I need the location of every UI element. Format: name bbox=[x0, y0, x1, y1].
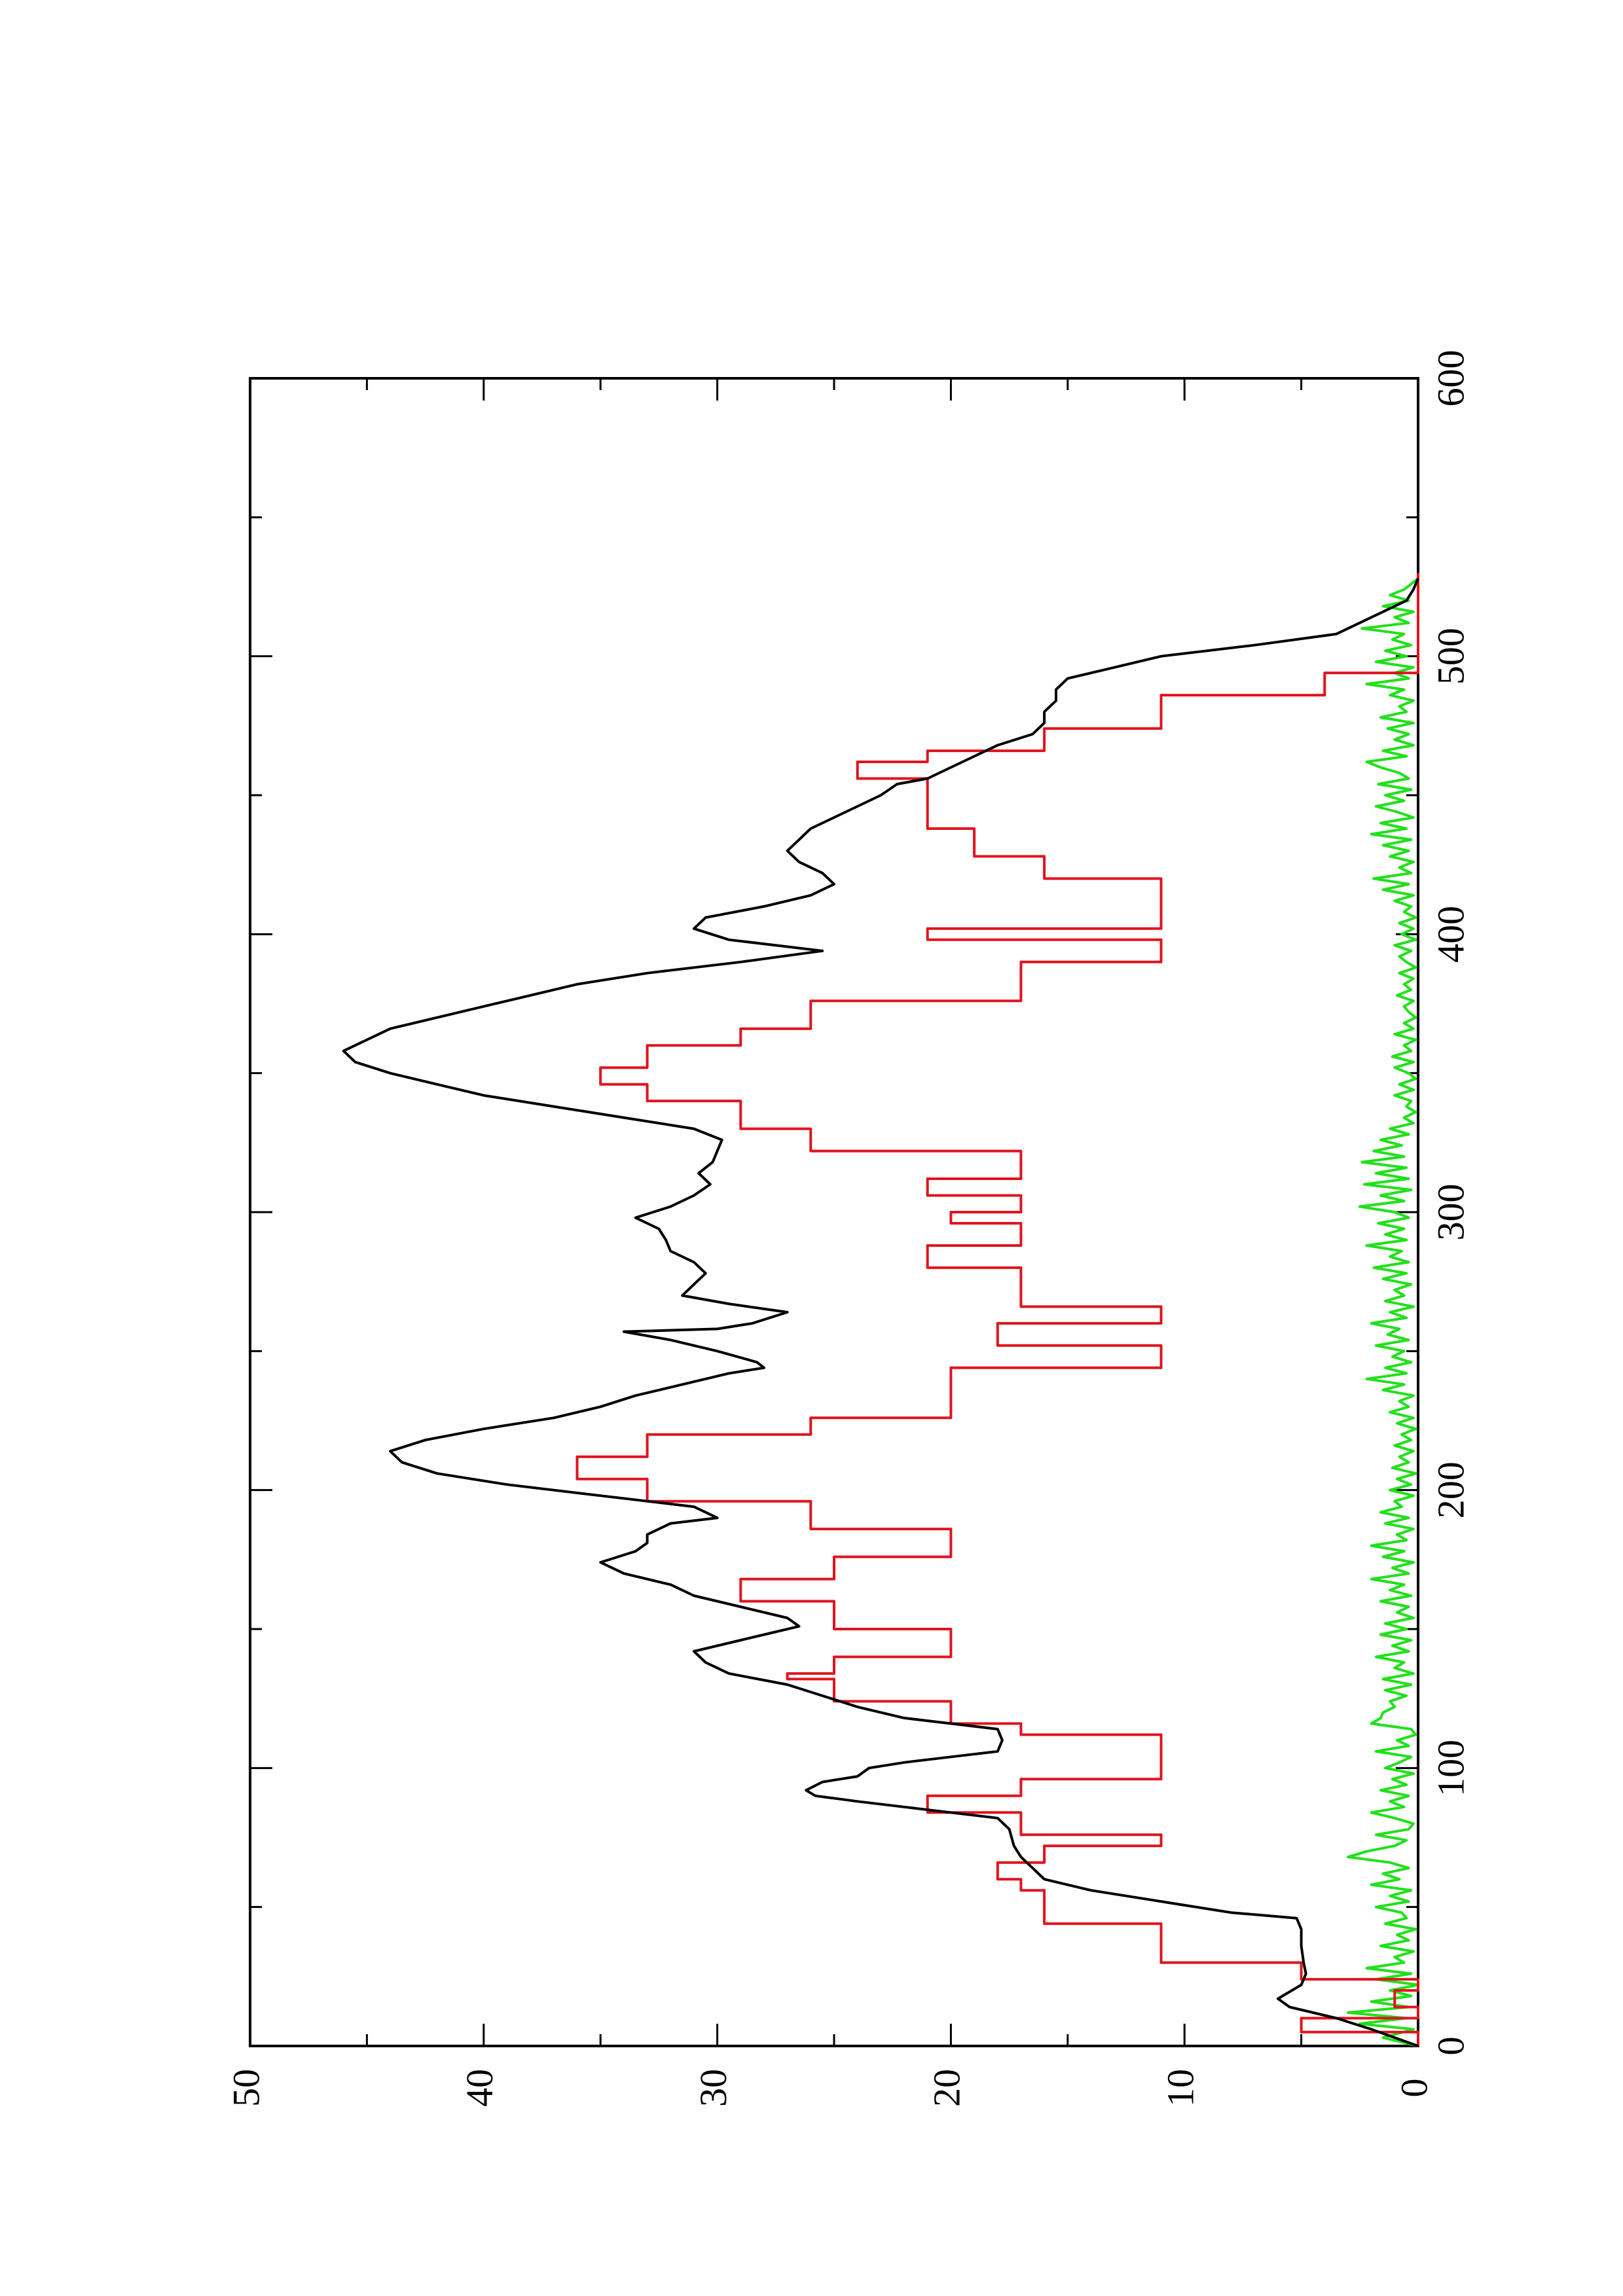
x-tick-label: 200 bbox=[1429, 1462, 1472, 1518]
series-line-1 bbox=[575, 573, 1419, 2046]
series-line-0 bbox=[342, 578, 1419, 2047]
series-line-2 bbox=[1347, 577, 1419, 2047]
x-tick-label: 0 bbox=[1429, 2037, 1472, 2056]
tick-labels: 0 100 200 300 400 500 600 0 10 20 30 40 50 bbox=[225, 350, 1472, 2108]
x-tick-label: 300 bbox=[1429, 1184, 1472, 1241]
x-tick-label: 400 bbox=[1429, 906, 1472, 963]
plot-frame bbox=[249, 377, 1419, 2047]
y-tick-label: 50 bbox=[225, 2069, 267, 2107]
axis-ticks bbox=[249, 377, 1419, 2047]
x-tick-label: 100 bbox=[1429, 1740, 1472, 1797]
y-tick-label: 30 bbox=[692, 2069, 735, 2107]
y-tick-label: 10 bbox=[1159, 2069, 1202, 2107]
x-tick-label: 500 bbox=[1429, 628, 1472, 685]
x-tick-label: 600 bbox=[1429, 350, 1472, 407]
y-tick-label: 0 bbox=[1393, 2079, 1435, 2098]
y-tick-label: 20 bbox=[926, 2069, 968, 2107]
y-tick-label: 40 bbox=[458, 2069, 501, 2107]
series-layer bbox=[342, 573, 1419, 2047]
